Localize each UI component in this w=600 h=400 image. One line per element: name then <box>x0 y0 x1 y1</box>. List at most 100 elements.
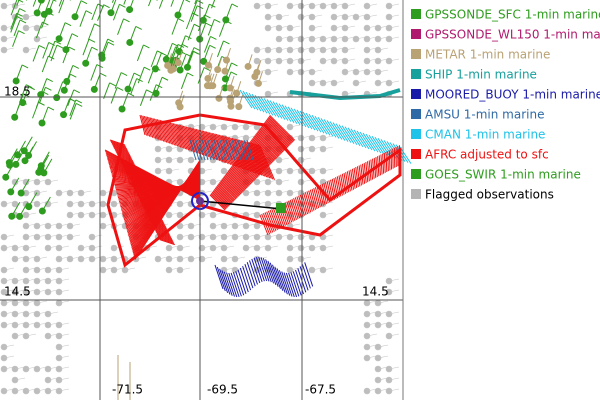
obs-barb <box>179 245 191 249</box>
barb <box>48 41 55 46</box>
obs-dot <box>55 35 63 43</box>
legend-swatch <box>411 129 421 139</box>
obs-dot <box>0 354 8 362</box>
barb <box>58 0 65 14</box>
obs-dot <box>126 38 134 46</box>
barb <box>13 19 21 37</box>
barb <box>226 272 235 297</box>
barb <box>260 257 270 282</box>
obs-barb <box>344 25 356 29</box>
barb <box>121 162 137 169</box>
obs-barb <box>47 179 59 183</box>
barb <box>355 167 359 188</box>
barb <box>133 186 149 193</box>
obs-barb <box>366 91 378 95</box>
obs-dot <box>107 9 115 17</box>
barb <box>117 18 125 35</box>
barb <box>64 22 72 27</box>
barb <box>338 124 352 143</box>
barb <box>360 164 364 185</box>
obs-barb <box>322 179 334 183</box>
barb <box>161 76 169 81</box>
barb <box>224 174 243 193</box>
obs-barb <box>58 322 70 326</box>
obs-barb <box>377 69 389 73</box>
barb <box>146 116 154 138</box>
barb <box>288 272 298 298</box>
barb <box>123 18 130 23</box>
obs-barb <box>322 212 334 216</box>
obs-dot <box>164 61 172 69</box>
barb <box>274 266 284 291</box>
barb <box>211 191 228 208</box>
barb <box>259 214 269 236</box>
barb <box>35 21 43 39</box>
barb <box>17 0 24 3</box>
barb <box>176 124 187 150</box>
barb <box>267 210 277 231</box>
barb <box>250 142 266 177</box>
barb <box>219 139 227 161</box>
obs-dot <box>0 266 8 274</box>
obs-dot <box>37 0 45 4</box>
barb <box>175 123 185 149</box>
obs-barb <box>311 69 323 73</box>
barb <box>217 184 235 202</box>
obs-barb <box>388 322 400 326</box>
barb <box>266 211 275 232</box>
barb <box>269 114 296 141</box>
obs-barb <box>267 3 279 7</box>
obs-barb <box>58 245 70 249</box>
obs-dot <box>204 61 212 69</box>
obs-barb <box>58 278 70 282</box>
obs-barb <box>344 58 356 62</box>
barb <box>219 268 229 293</box>
barb <box>281 271 291 296</box>
barb <box>41 12 48 29</box>
barb <box>125 170 141 177</box>
barb <box>124 168 140 175</box>
barb <box>75 103 83 107</box>
obs-barb <box>278 157 290 161</box>
obs-barb <box>58 388 70 392</box>
barb <box>132 185 148 192</box>
obs-dot <box>222 16 230 24</box>
barb <box>172 123 182 148</box>
barb <box>223 176 242 195</box>
barb <box>210 139 218 161</box>
barb <box>311 188 318 210</box>
obs-barb <box>69 234 81 238</box>
barb <box>205 22 212 27</box>
obs-barb <box>58 344 70 348</box>
graticule <box>0 0 404 400</box>
barb <box>353 167 358 189</box>
barb <box>114 149 130 156</box>
obs-dot <box>118 105 126 113</box>
barb <box>122 164 138 171</box>
obs-dot <box>25 151 33 159</box>
barb <box>231 164 252 185</box>
barb <box>69 99 77 117</box>
legend-swatch <box>411 189 421 199</box>
obs-dot <box>21 157 29 165</box>
barb <box>269 262 279 287</box>
barb <box>230 166 250 186</box>
obs-dot <box>221 75 229 83</box>
barb <box>194 0 197 5</box>
obs-barb <box>388 80 400 84</box>
obs-barb <box>36 36 48 40</box>
barb <box>187 24 195 41</box>
obs-barb <box>212 179 224 183</box>
barb <box>100 72 107 77</box>
barb <box>193 47 201 51</box>
lat-label: 14.5 <box>362 285 389 299</box>
barb <box>358 165 362 186</box>
barb <box>221 135 235 166</box>
obs-dot <box>215 94 223 102</box>
barb <box>187 47 195 64</box>
obs-dot <box>11 113 19 121</box>
barb <box>158 0 164 9</box>
barb <box>110 87 118 104</box>
obs-barb <box>355 80 367 84</box>
legend-label: AMSU 1-min marine <box>425 108 544 122</box>
